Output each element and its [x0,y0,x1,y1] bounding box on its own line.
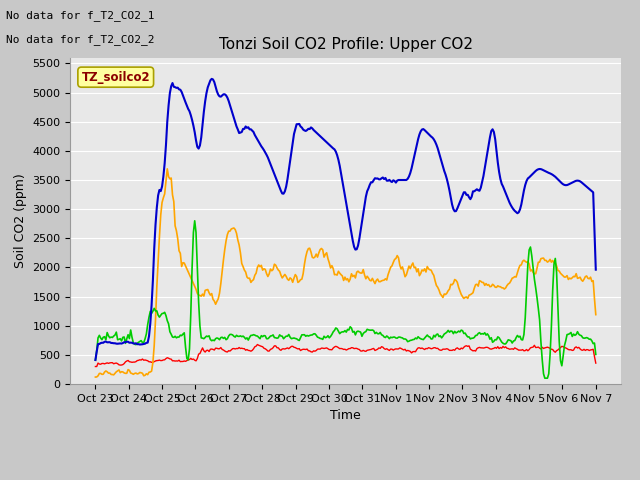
Title: Tonzi Soil CO2 Profile: Upper CO2: Tonzi Soil CO2 Profile: Upper CO2 [219,37,472,52]
Text: TZ_soilco2: TZ_soilco2 [81,71,150,84]
X-axis label: Time: Time [330,409,361,422]
Text: No data for f_T2_CO2_1: No data for f_T2_CO2_1 [6,10,155,21]
Y-axis label: Soil CO2 (ppm): Soil CO2 (ppm) [14,173,27,268]
Text: No data for f_T2_CO2_2: No data for f_T2_CO2_2 [6,34,155,45]
